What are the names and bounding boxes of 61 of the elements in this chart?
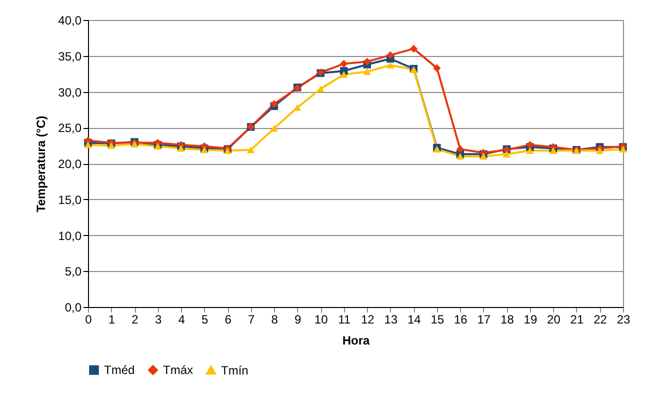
point [526,147,534,154]
point [480,152,488,160]
point [246,146,255,154]
x-tick-label: 23 [616,312,630,326]
x-tick-label: 9 [294,312,302,326]
x-tick-label: 22 [594,312,608,326]
point [316,86,324,92]
x-tick-label: 5 [201,312,208,326]
x-axis-title: Hora [342,334,370,348]
x-tick-label: 12 [360,312,375,326]
x-tick-label: 8 [271,312,278,326]
x-tick-label: 11 [338,312,351,326]
y-tick-label: 35,0 [58,49,82,64]
point [270,124,278,132]
point [386,51,394,60]
x-tick-label: 2 [132,312,139,326]
x-tick-label: 18 [500,312,514,326]
x-tick-label: 16 [454,312,468,326]
point [84,141,92,148]
x-tick-label: 19 [524,312,538,326]
point [619,146,627,153]
y-tick-label: 25,0 [58,121,82,136]
y-tick-label: 10,0 [58,228,82,243]
x-tick-label: 1 [108,312,116,326]
point [363,68,372,76]
x-tick-label: 20 [547,312,561,326]
point [433,64,441,72]
point [107,142,116,149]
legend-label: Tmín [221,363,248,378]
point [526,140,534,149]
x-tick-label: 13 [384,312,398,326]
x-tick-label: 10 [314,312,328,326]
y-tick-label: 30,0 [58,85,82,100]
point [456,152,464,160]
x-tick-label: 15 [430,312,444,326]
x-tick-label: 4 [178,312,186,326]
x-tick-label: 21 [570,312,584,326]
legend-label: Tméd [104,363,135,378]
x-tick-label: 0 [85,312,92,326]
y-tick-label: 5,0 [64,264,82,279]
point [502,150,511,158]
x-tick-label: 6 [224,312,232,326]
point [456,145,464,154]
point [549,147,558,154]
point [177,145,185,152]
point [340,71,348,78]
y-tick-label: 40,0 [58,14,82,28]
x-tick-label: 7 [248,312,255,326]
y-tick-label: 20,0 [58,157,82,171]
x-tick-label: 3 [154,312,162,326]
point [410,44,418,53]
point [596,147,604,154]
x-tick-label: 14 [407,312,422,326]
y-axis-title: Temperatura (°C) [34,116,48,212]
y-tick-label: 0,0 [64,300,82,314]
point [386,62,394,69]
x-tick-label: 17 [477,312,491,326]
legend-label: Tmáx [163,363,193,378]
point [363,58,372,66]
point [340,60,348,68]
y-tick-label: 15,0 [58,192,82,207]
